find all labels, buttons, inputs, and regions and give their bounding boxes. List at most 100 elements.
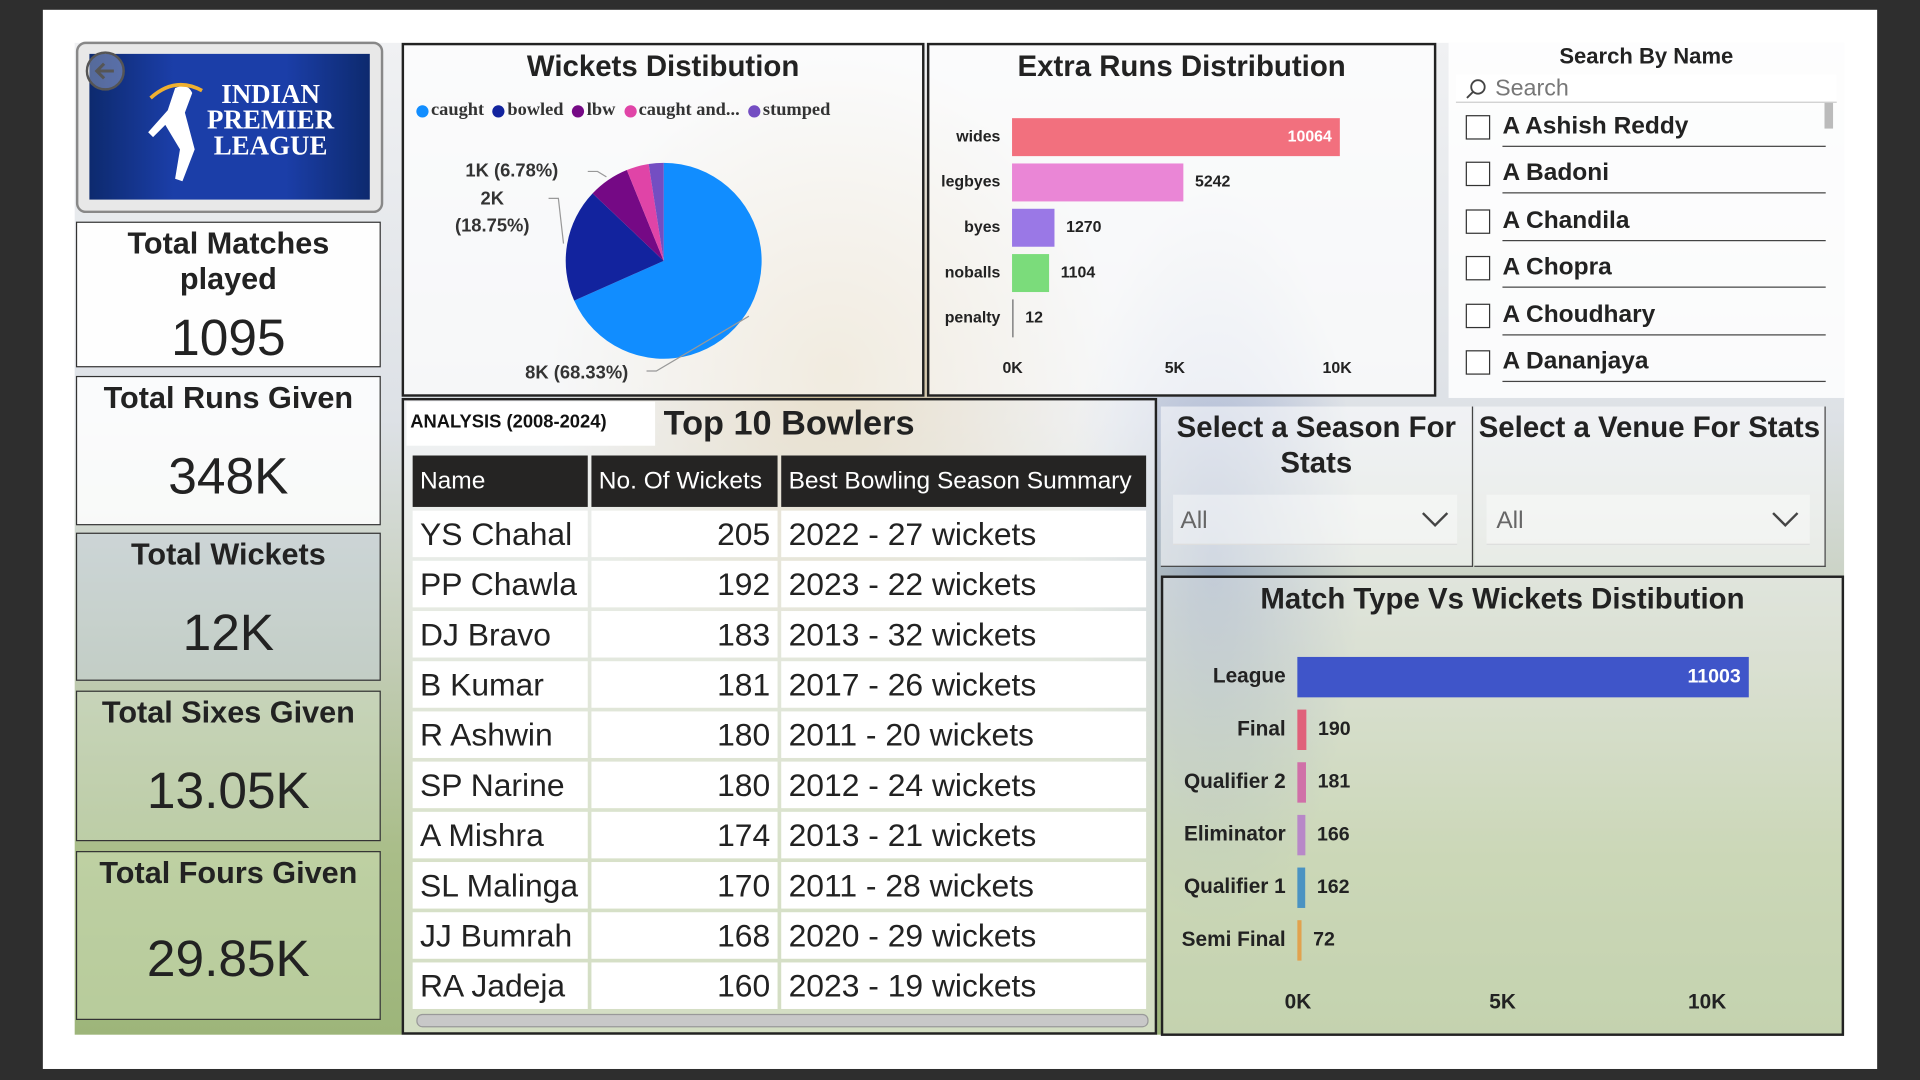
item-label: A Chandila: [1502, 203, 1826, 241]
pie-slice: [574, 162, 762, 359]
kpi-value: 13.05K: [146, 761, 310, 820]
legend-item: bowled: [492, 100, 563, 121]
slicer-item[interactable]: A Chandila: [1465, 203, 1836, 241]
x-tick-label: 0K: [1285, 990, 1312, 1013]
slicer-item[interactable]: A Dananjaya: [1465, 344, 1836, 383]
dropdown[interactable]: All: [1486, 494, 1810, 545]
table-cell: 2011 - 20 wickets: [781, 711, 1147, 758]
leader-line: [646, 315, 750, 372]
column-header[interactable]: Name: [412, 455, 588, 507]
venue-slicer: Select a Venue For Stats All: [1474, 406, 1826, 567]
data-label: 2K (18.75%): [454, 188, 530, 237]
table-cell: PP Chawla: [412, 560, 588, 608]
checkbox[interactable]: [1465, 350, 1491, 375]
x-tick-label: 0K: [1002, 360, 1023, 377]
table-cell: 170: [591, 862, 778, 909]
slicer-title: Select a Venue For Stats: [1478, 411, 1821, 445]
legend-label: stumped: [762, 100, 831, 121]
table-cell: 181: [591, 661, 778, 708]
category-label: legbyes: [941, 174, 1000, 191]
table-cell: 2013 - 21 wickets: [781, 811, 1147, 859]
data-label: 190: [1318, 718, 1351, 740]
data-label: 11003: [1687, 665, 1740, 687]
bar-panel: Match Type Vs Wickets Distibution 0K 5K 10…: [1160, 575, 1845, 1036]
back-button[interactable]: [84, 50, 126, 92]
dropdown[interactable]: All: [1173, 494, 1458, 545]
kpi-value: 12K: [182, 603, 275, 662]
logo-batsman: [148, 82, 203, 182]
slicer-item[interactable]: A Ashish Reddy: [1465, 109, 1836, 147]
slicer-title: Search By Name: [1559, 44, 1734, 69]
table-cell: 180: [591, 711, 778, 758]
table-cell: 2020 - 29 wickets: [781, 912, 1147, 959]
table: Name No. Of Wickets Best Bowling Season Su…: [409, 452, 1150, 1013]
table-cell: 2023 - 22 wickets: [781, 560, 1147, 608]
table-cell: 2017 - 26 wickets: [781, 661, 1147, 708]
bar: [1297, 762, 1306, 803]
season-slicer: Select a Season For Stats All: [1160, 406, 1474, 567]
table-cell: 174: [591, 811, 778, 859]
slicer-item[interactable]: A Chopra: [1465, 250, 1836, 288]
table-title: Top 10 Bowlers: [663, 404, 915, 443]
data-label: 12: [1025, 310, 1043, 327]
category-label: penalty: [945, 310, 1001, 327]
h-scrollbar[interactable]: [416, 1013, 1149, 1028]
data-label: 1270: [1066, 219, 1102, 236]
logo-line: PREMIER: [206, 104, 335, 135]
kpi-card: Total Wickets 12K: [75, 532, 381, 681]
category-label: noballs: [945, 264, 1001, 281]
slicer-title: Select a Season For Stats: [1176, 411, 1456, 481]
bar: [1012, 254, 1050, 293]
tab[interactable]: ANALYSIS (2008-2024): [406, 401, 656, 446]
item-label: A Ashish Reddy: [1502, 109, 1826, 147]
bar: [1297, 656, 1749, 698]
legend-dot: [748, 104, 761, 117]
table-cell: YS Chahal: [412, 510, 588, 558]
pie-slice: [626, 164, 664, 261]
search-box[interactable]: Search: [1455, 74, 1837, 103]
leader-line: [587, 170, 607, 178]
table-row: A Mishra 174 2013 - 21 wickets: [412, 811, 1147, 859]
chart-title: Extra Runs Distribution: [1017, 50, 1346, 84]
data-label: 181: [1318, 771, 1351, 793]
pie-chart: [548, 162, 762, 372]
table-cell: 2022 - 27 wickets: [781, 510, 1147, 558]
kpi-value: 1095: [171, 308, 286, 367]
data-label: 166: [1317, 823, 1350, 845]
search-placeholder: Search: [1495, 75, 1569, 102]
category-label: Qualifier 2: [1184, 770, 1286, 793]
checkbox[interactable]: [1465, 115, 1491, 140]
column-header[interactable]: Best Bowling Season Summary: [781, 455, 1147, 507]
kpi-title: Total Runs Given: [103, 380, 354, 416]
category-label: byes: [964, 219, 1000, 236]
bar: [1297, 867, 1306, 908]
table-cell: RA Jadeja: [412, 962, 588, 1009]
table-cell: JJ Bumrah: [412, 912, 588, 959]
legend-label: caught: [431, 100, 485, 121]
kpi-card: Total Sixes Given 13.05K: [75, 690, 381, 842]
legend-item: stumped: [748, 100, 830, 121]
checkbox[interactable]: [1465, 256, 1491, 281]
slicer-item[interactable]: A Badoni: [1465, 156, 1836, 194]
kpi-card: Total Runs Given 348K: [75, 375, 381, 526]
checkbox[interactable]: [1465, 209, 1491, 234]
logo: INDIAN PREMIER LEAGUE: [89, 53, 370, 200]
legend-label: lbw: [586, 100, 616, 121]
legend-item: caught: [416, 100, 484, 121]
slicer-item[interactable]: A Choudhary: [1465, 297, 1836, 336]
table-row: B Kumar 181 2017 - 26 wickets: [412, 661, 1147, 708]
column-header[interactable]: No. Of Wickets: [591, 455, 778, 507]
table-row: YS Chahal 205 2022 - 27 wickets: [412, 510, 1147, 558]
table-row: DJ Bravo 183 2013 - 32 wickets: [412, 611, 1147, 658]
pie-slice: [592, 170, 664, 261]
chart-title: Wickets Distibution: [526, 50, 800, 84]
logo-text: INDIAN PREMIER LEAGUE: [202, 80, 339, 158]
category-label: Final: [1237, 717, 1286, 740]
checkbox[interactable]: [1465, 303, 1491, 328]
table-row: SL Malinga 170 2011 - 28 wickets: [412, 862, 1147, 909]
kpi-title: Total Sixes Given: [101, 695, 355, 730]
dropdown-value: All: [1496, 506, 1524, 534]
checkbox[interactable]: [1465, 162, 1491, 187]
kpi-title: Total Wickets: [130, 537, 326, 572]
